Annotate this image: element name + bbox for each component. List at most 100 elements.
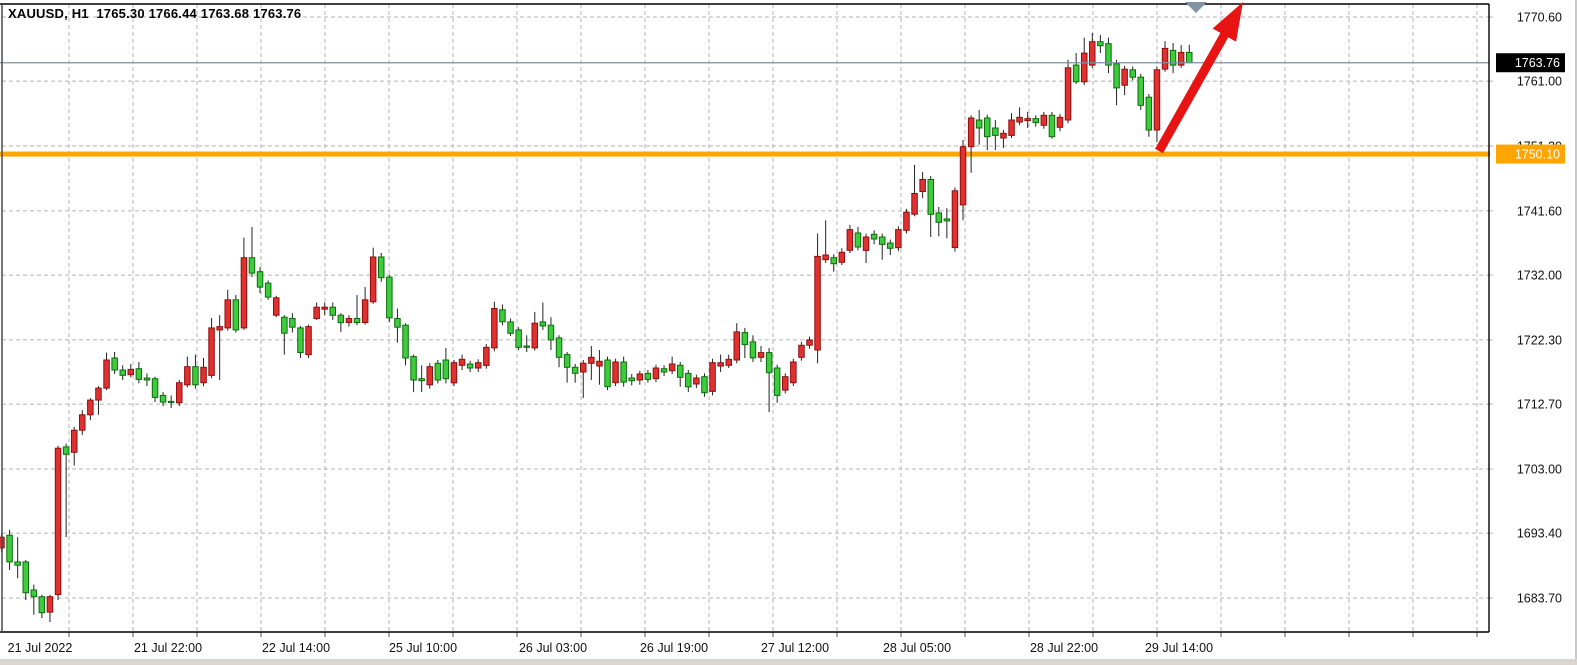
window-right-edge: [1575, 0, 1577, 665]
candle: [418, 365, 425, 393]
candle-body-up: [612, 361, 619, 384]
candle: [159, 392, 167, 407]
candle-body-down: [975, 119, 983, 129]
candle: [329, 302, 336, 320]
candle: [854, 226, 862, 251]
candle: [1137, 73, 1144, 110]
candle: [1048, 111, 1056, 139]
candle-body-down: [539, 321, 547, 327]
candle-body-down: [192, 366, 199, 386]
time-axis-label: 22 Jul 14:00: [262, 641, 330, 655]
candle: [475, 359, 482, 372]
candle: [208, 317, 215, 378]
candle-body-up: [668, 363, 676, 372]
candle: [773, 364, 781, 403]
candle-body-down: [1186, 51, 1193, 64]
candle: [1008, 113, 1015, 138]
candle-body-up: [1000, 132, 1007, 139]
candle: [1161, 41, 1169, 72]
candle-body-down: [1145, 96, 1153, 131]
candle: [426, 363, 433, 389]
support-line[interactable]: [0, 151, 1490, 157]
candle: [369, 247, 377, 304]
candle-body-up: [846, 229, 854, 251]
candle-body-up: [725, 358, 732, 366]
price-axis-label: 1732.00: [1517, 269, 1562, 283]
candle: [741, 327, 749, 358]
candle-body-up: [798, 344, 805, 358]
candle-body-up: [426, 366, 433, 386]
candle-body-down: [749, 341, 757, 359]
candle-body-down: [386, 276, 393, 319]
candle-body-down: [232, 299, 240, 331]
candle: [200, 358, 207, 387]
candle: [232, 295, 240, 333]
candle-body-down: [879, 236, 886, 245]
candle-body-up: [838, 251, 846, 263]
candle: [563, 352, 571, 383]
candle: [782, 373, 789, 394]
candle-body-down: [1137, 76, 1144, 106]
candle: [677, 362, 684, 387]
trend-arrow-head[interactable]: [1212, 2, 1243, 42]
candle: [1105, 37, 1112, 74]
candle: [192, 354, 199, 389]
candle-body-up: [345, 318, 353, 323]
candle-body-up: [475, 362, 482, 369]
candle: [1064, 59, 1072, 124]
candle-body-up: [1161, 47, 1169, 70]
candle-body-up: [911, 193, 918, 215]
chart-title-ohlc: XAUUSD, H1 1765.30 1766.44 1763.68 1763.…: [8, 6, 302, 21]
candle: [216, 315, 223, 380]
candle-body-down: [523, 345, 530, 348]
candle-body-down: [701, 376, 708, 394]
candle-body-up: [458, 358, 466, 366]
candle: [887, 239, 894, 255]
candle-body-up: [959, 146, 967, 206]
candle: [636, 370, 644, 385]
candle-body-down: [167, 400, 175, 403]
candle: [46, 594, 54, 623]
candle-body-up: [46, 596, 54, 613]
candle: [176, 380, 183, 407]
candle-body-down: [685, 372, 692, 388]
trend-arrow-shaft[interactable]: [1155, 27, 1232, 154]
candle: [830, 254, 837, 272]
candle-body-down: [765, 352, 773, 374]
candle-body-down: [289, 318, 296, 328]
candle: [483, 343, 490, 369]
candle-body-down: [984, 117, 991, 138]
candle: [289, 313, 296, 333]
candle: [1040, 111, 1048, 129]
candle: [143, 373, 151, 387]
candle-body-down: [337, 314, 345, 324]
candle-body-down: [297, 327, 304, 354]
candle-body-up: [733, 331, 740, 361]
candle-body-up: [919, 179, 926, 192]
candle: [62, 443, 70, 538]
candle: [14, 537, 21, 578]
candle: [547, 317, 555, 350]
candle: [273, 295, 280, 318]
candle-body-down: [1032, 118, 1039, 124]
hline-price-badge-label: 1750.10: [1515, 148, 1560, 162]
candle: [184, 356, 191, 388]
candle: [1056, 113, 1064, 132]
candle-body-up: [273, 297, 280, 316]
candle-body-down: [555, 337, 563, 358]
candle: [402, 323, 409, 366]
candlesticks: [0, 33, 1193, 623]
candle: [895, 226, 902, 251]
candle-body-up: [717, 362, 724, 367]
down-triangle-marker-icon[interactable]: [1185, 2, 1207, 13]
candle-body-down: [30, 589, 38, 598]
candle: [22, 559, 29, 600]
candle: [111, 352, 118, 374]
current-price-badge-label: 1763.76: [1515, 56, 1560, 70]
candle: [967, 115, 975, 173]
candle: [345, 315, 353, 327]
candle-body-down: [887, 242, 894, 249]
price-axis-label: 1683.70: [1517, 592, 1562, 606]
